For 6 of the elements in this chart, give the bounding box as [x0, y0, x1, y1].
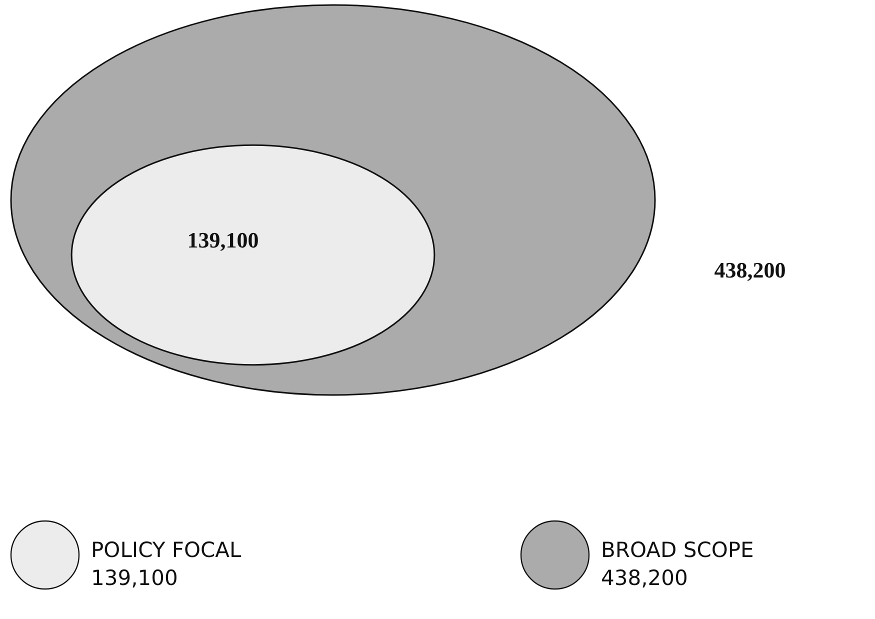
category-label: POLICY FOCAL	[91, 538, 242, 562]
category-label: BROAD SCOPE	[601, 538, 754, 562]
data-label: 139,100	[91, 566, 178, 590]
data-label: 438,200	[601, 566, 688, 590]
text: 139,100	[187, 228, 259, 252]
text: 438,200	[714, 258, 786, 282]
